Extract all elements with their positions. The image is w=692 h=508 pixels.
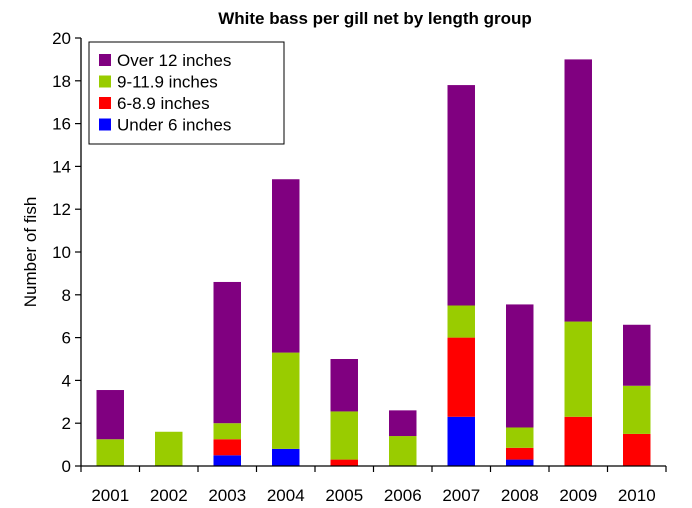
x-tick-label: 2003 <box>208 486 246 505</box>
bar-2008-9-11-9-inches <box>506 427 534 448</box>
x-tick-label: 2005 <box>325 486 363 505</box>
bar-2004-9-11-9-inches <box>272 352 300 449</box>
x-tick-label: 2007 <box>442 486 480 505</box>
bar-2004-over-12-inches <box>272 179 300 353</box>
bar-2004-under-6-inches <box>272 448 300 466</box>
bar-2001-9-11-9-inches <box>96 439 124 466</box>
y-axis-label: Number of fish <box>21 197 40 308</box>
legend-swatch <box>99 97 111 109</box>
bar-2005-6-8-9-inches <box>330 459 358 466</box>
bar-2008-6-8-9-inches <box>506 447 534 460</box>
y-ticks-group: 0 2 4 6 8 10 12 14 16 18 20 <box>52 29 81 476</box>
y-tick-label: 14 <box>52 157 71 176</box>
bar-2002-9-11-9-inches <box>155 431 183 466</box>
y-tick-label: 2 <box>62 414 71 433</box>
bar-2005-over-12-inches <box>330 359 358 412</box>
x-tick-label: 2006 <box>384 486 422 505</box>
bar-2009-over-12-inches <box>564 59 592 322</box>
bar-2008-over-12-inches <box>506 304 534 428</box>
bar-2010-over-12-inches <box>623 324 651 386</box>
x-tick-label: 2009 <box>559 486 597 505</box>
bar-2001-over-12-inches <box>96 390 124 440</box>
bar-2006-over-12-inches <box>389 410 417 437</box>
bar-2003-9-11-9-inches <box>213 423 241 440</box>
x-tick-label: 2004 <box>267 486 305 505</box>
legend-swatch <box>99 54 111 66</box>
bar-2007-6-8-9-inches <box>447 337 475 417</box>
bar-2008-under-6-inches <box>506 459 534 466</box>
legend-label: 6-8.9 inches <box>117 94 210 113</box>
x-tick-label: 2001 <box>91 486 129 505</box>
bar-2005-9-11-9-inches <box>330 411 358 460</box>
bar-2007-9-11-9-inches <box>447 305 475 338</box>
legend-label: Under 6 inches <box>117 116 231 135</box>
x-tick-label: 2010 <box>618 486 656 505</box>
y-tick-label: 20 <box>52 29 71 48</box>
legend-label: Over 12 inches <box>117 51 231 70</box>
bar-2009-6-8-9-inches <box>564 416 592 466</box>
bar-2007-over-12-inches <box>447 85 475 306</box>
x-tick-label: 2002 <box>150 486 188 505</box>
legend: Over 12 inches 9-11.9 inches 6-8.9 inches U… <box>88 41 285 145</box>
legend-swatch <box>99 118 111 131</box>
bar-2006-9-11-9-inches <box>389 436 417 466</box>
bar-2007-under-6-inches <box>447 416 475 466</box>
bar-2010-6-8-9-inches <box>623 433 651 466</box>
y-tick-label: 12 <box>52 200 71 219</box>
legend-box <box>88 41 285 145</box>
y-tick-label: 16 <box>52 115 71 134</box>
bar-2010-9-11-9-inches <box>623 385 651 434</box>
y-tick-label: 4 <box>62 371 71 390</box>
x-ticks-group: 2001 2002 2003 2004 2005 2006 2007 2008 2009 2010 <box>80 466 667 505</box>
bar-2003-over-12-inches <box>213 281 241 424</box>
x-tick-label: 2008 <box>501 486 539 505</box>
bar-2003-6-8-9-inches <box>213 439 241 456</box>
chart-title: White bass per gill net by length group <box>218 9 532 28</box>
legend-swatch <box>99 75 111 88</box>
y-tick-label: 0 <box>62 457 71 476</box>
y-tick-label: 6 <box>62 329 71 348</box>
bars-group <box>96 59 651 466</box>
bar-2009-9-11-9-inches <box>564 321 592 417</box>
bar-2003-under-6-inches <box>213 455 241 466</box>
y-tick-label: 10 <box>52 243 71 262</box>
y-tick-label: 18 <box>52 72 71 91</box>
legend-label: 9-11.9 inches <box>117 73 218 92</box>
y-tick-label: 8 <box>62 286 71 305</box>
